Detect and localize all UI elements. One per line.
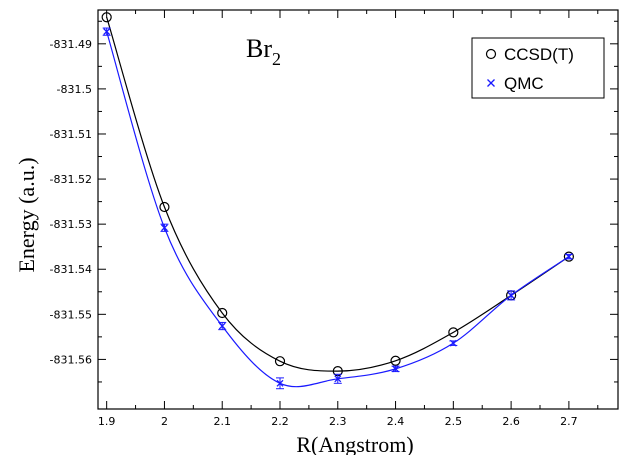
data-point-qmc: [103, 28, 111, 36]
data-point-ccsdt: [448, 327, 459, 338]
data-point-qmc: [565, 253, 573, 261]
y-tick-label: -831.51: [50, 128, 92, 141]
y-tick-label: -831.56: [50, 353, 92, 366]
marker-stroke: [276, 379, 284, 387]
data-point-ccsdt: [274, 356, 286, 367]
y-tick-label: -831.5: [57, 83, 92, 96]
y-tick-label: -831.55: [50, 308, 92, 321]
y-tick-label: -831.53: [50, 218, 92, 231]
marker-stroke: [392, 365, 400, 373]
x-tick-label: 2: [161, 415, 168, 428]
x-tick-label: 2.4: [387, 415, 405, 428]
series-line-ccsdt: [106, 17, 570, 372]
marker-stroke: [334, 375, 342, 383]
data-point-ccsdt: [217, 307, 228, 319]
data-point-qmc: [160, 224, 168, 232]
x-tick-label: 2.5: [445, 415, 463, 428]
data-point-qmc: [276, 379, 284, 387]
marker-stroke: [160, 224, 168, 232]
legend-label-qmc: QMC: [504, 74, 544, 93]
data-point-qmc: [218, 322, 226, 330]
x-tick-label: 2.1: [213, 415, 231, 428]
x-tick-label: 2.2: [271, 415, 289, 428]
data-point-qmc: [449, 339, 457, 347]
y-axis-title: Energy (a.u.): [14, 157, 39, 272]
plot-layer: [101, 12, 574, 390]
y-tick-label: -831.49: [50, 38, 92, 51]
marker-stroke: [103, 28, 111, 36]
axes-layer: 1.9 2 2.1 2.2 2.3 2.4 2.5 2.6 2.7 -831.49 -831.5 -8…: [50, 9, 619, 428]
data-point-qmc: [507, 291, 515, 299]
x-tick-label: 2.3: [329, 415, 347, 428]
x-tick-label: 1.9: [98, 415, 116, 428]
data-point-qmc: [392, 365, 400, 373]
x-axis-title: R(Angstrom): [296, 432, 413, 455]
legend-box: [471, 37, 605, 99]
legend-marker-qmc: [487, 79, 495, 87]
marker-stroke: [449, 339, 457, 347]
y-tick-label: -831.54: [50, 263, 92, 276]
legend-label-ccsdt: CCSD(T): [504, 45, 574, 64]
data-point-ccsdt: [390, 355, 401, 366]
x-tick-label: 2.6: [502, 415, 520, 428]
data-point-ccsdt: [563, 251, 574, 262]
data-point-qmc: [334, 375, 342, 383]
legend-marker-ccsdt: [485, 48, 497, 60]
data-point-ccsdt: [159, 201, 170, 213]
y-tick-label: -831.52: [50, 173, 92, 186]
legend: CCSD(T) QMC: [471, 37, 605, 99]
chart-title-subscript: 2: [272, 49, 281, 69]
marker-stroke: [507, 291, 515, 299]
chart-title: Br2: [246, 34, 281, 69]
plot-frame: [97, 9, 619, 410]
chart-title-main: Br: [246, 34, 272, 63]
x-tick-label: 2.7: [560, 415, 578, 428]
marker-stroke: [565, 253, 573, 261]
marker-stroke: [218, 322, 226, 330]
